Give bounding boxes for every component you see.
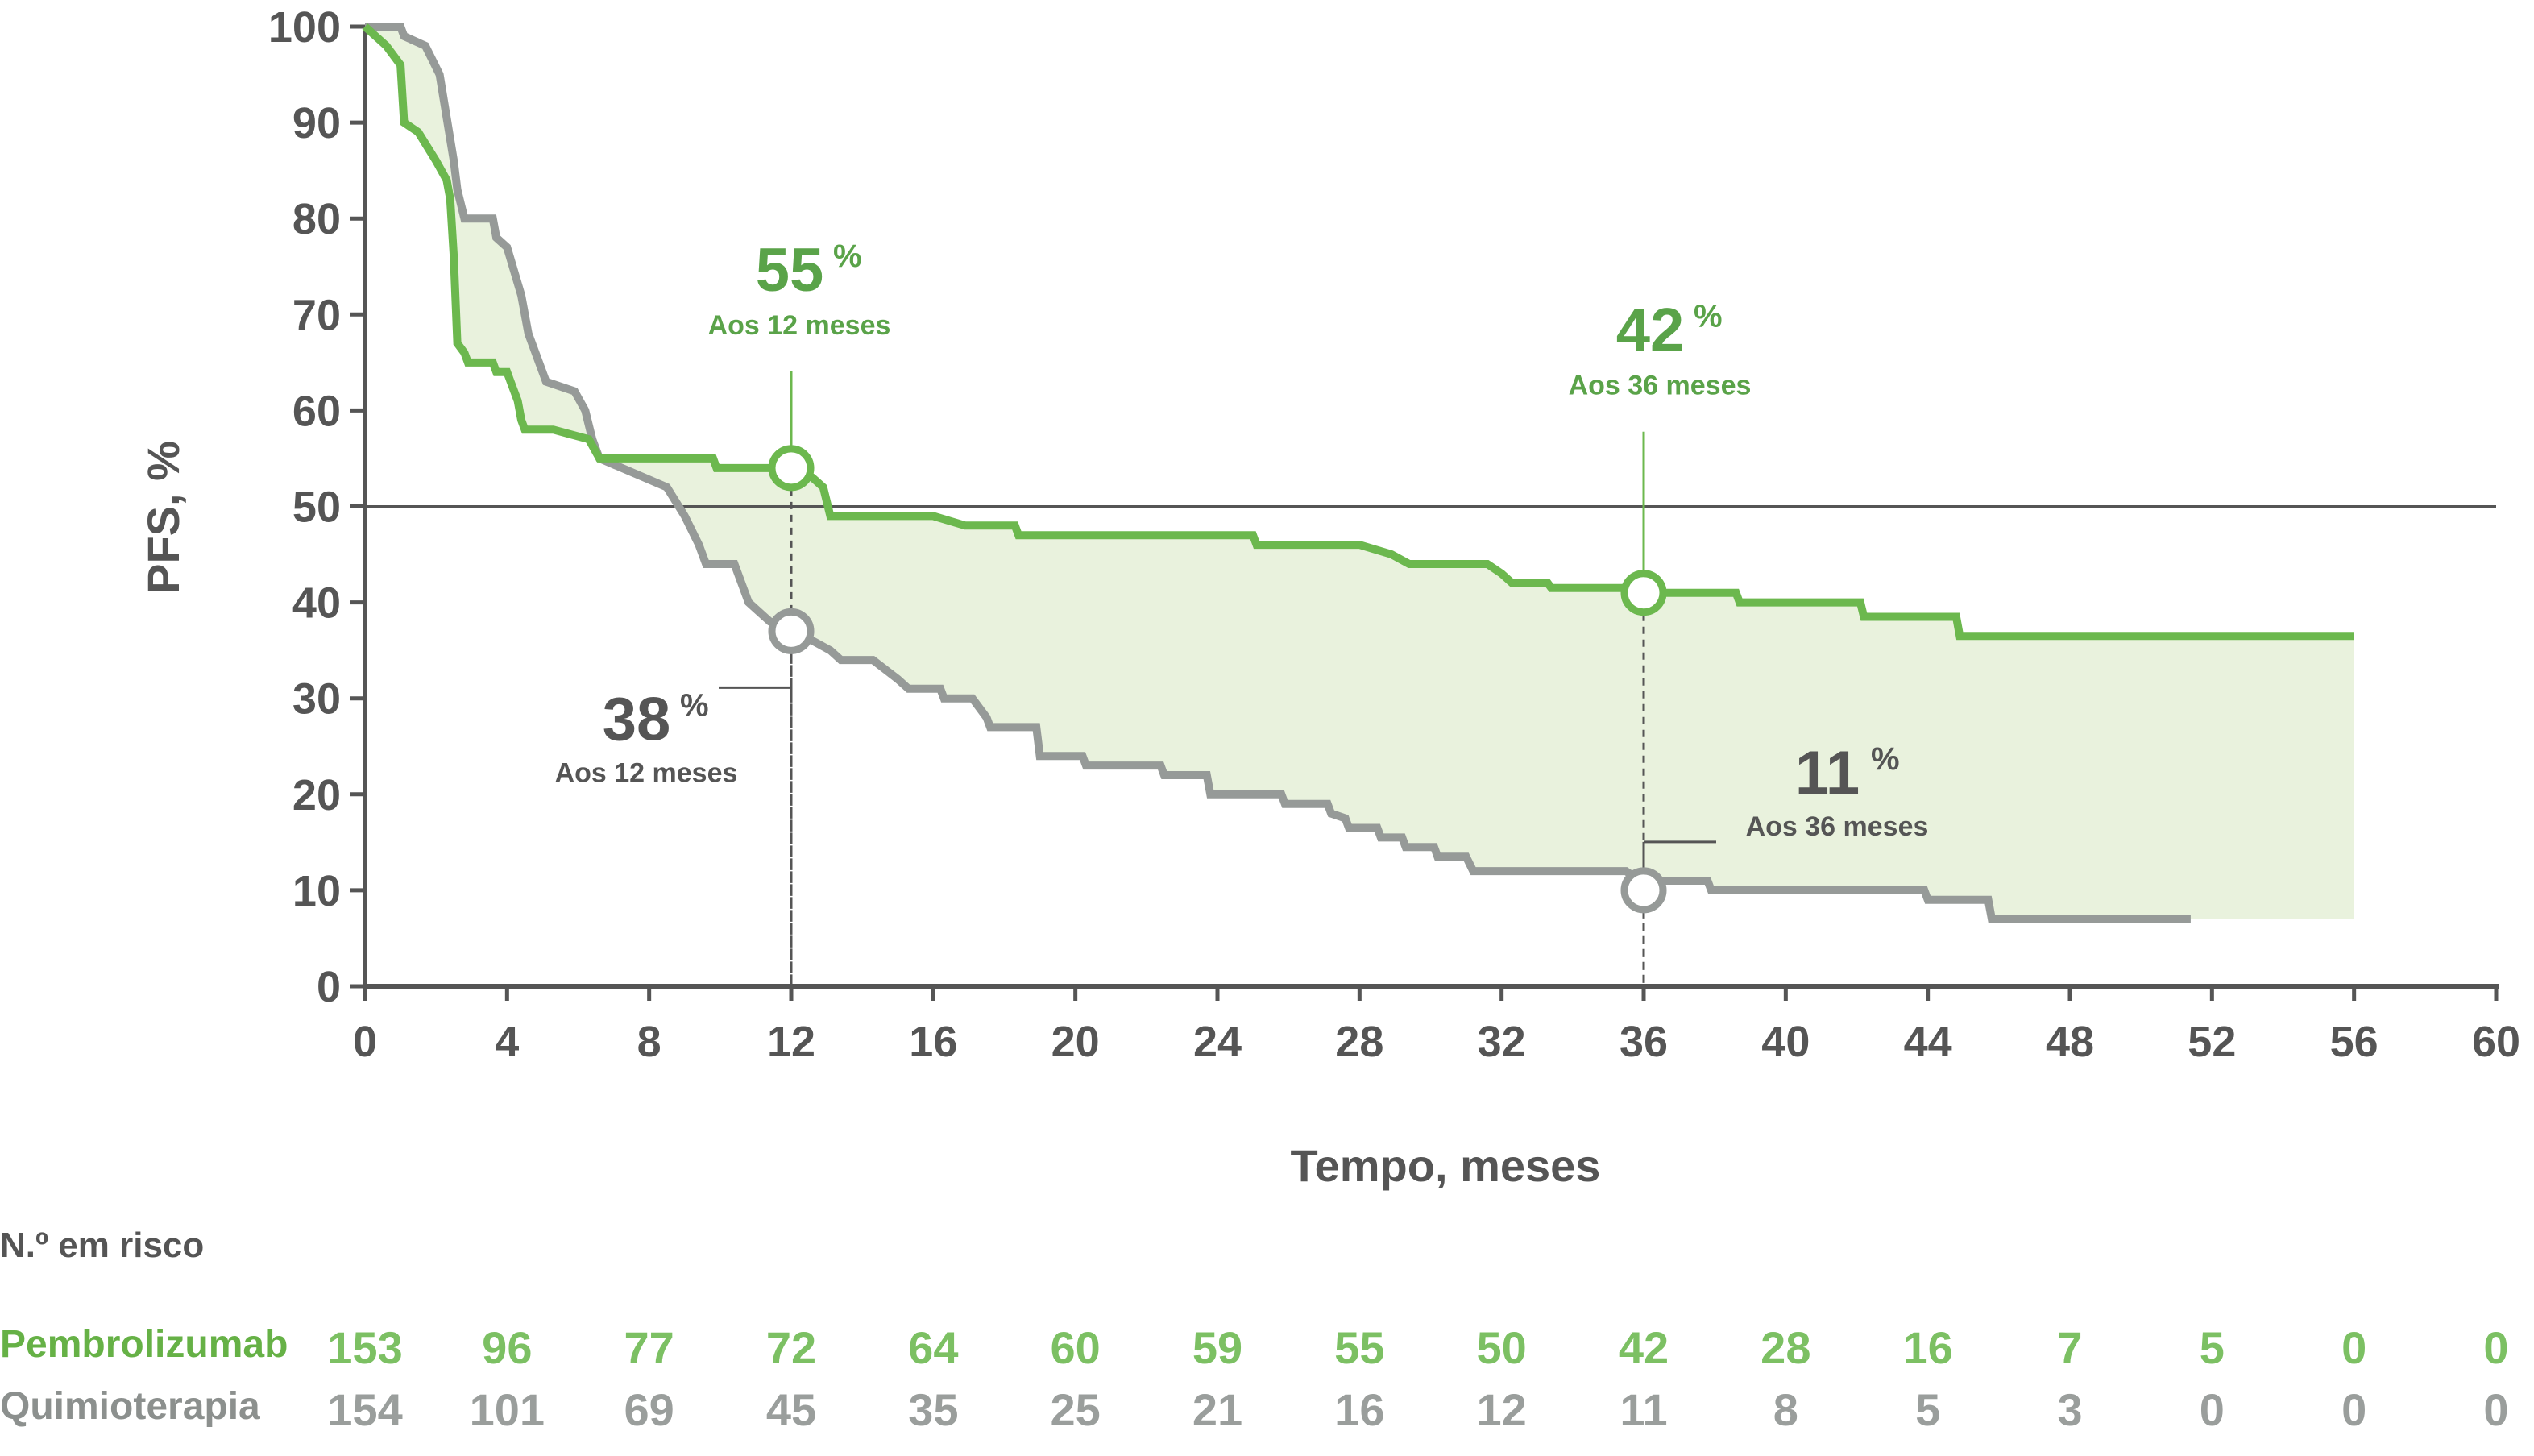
annotation-caption: Aos 12 meses	[555, 757, 738, 788]
y-tick-label: 100	[268, 3, 341, 52]
risk-row-label: Quimioterapia	[0, 1385, 260, 1428]
x-tick-label: 4	[495, 1018, 519, 1066]
x-tick-label: 56	[2330, 1018, 2378, 1066]
risk-value: 12	[1477, 1384, 1527, 1435]
risk-value: 59	[1192, 1322, 1242, 1373]
x-tick-label: 20	[1051, 1018, 1100, 1066]
risk-value: 28	[1761, 1322, 1810, 1373]
y-tick-label: 60	[292, 387, 341, 435]
risk-value: 25	[1051, 1384, 1101, 1435]
number-at-risk-title: N.º em risco	[0, 1226, 204, 1265]
risk-value: 16	[1903, 1322, 1953, 1373]
y-tick-label: 30	[292, 675, 341, 724]
risk-value: 0	[2341, 1322, 2366, 1373]
risk-value: 0	[2200, 1384, 2225, 1435]
risk-value: 5	[2200, 1322, 2225, 1373]
annotation-caption: Aos 12 meses	[708, 310, 891, 341]
y-tick-label: 0	[317, 963, 341, 1011]
annotation-value: 38	[603, 685, 671, 753]
x-tick-label: 40	[1761, 1018, 1810, 1066]
x-tick-label: 24	[1193, 1018, 1242, 1066]
annotation-value: 55	[756, 236, 824, 305]
y-tick-label: 10	[292, 867, 341, 915]
area-between-curves	[365, 27, 2354, 919]
risk-value: 69	[624, 1384, 674, 1435]
annotation-unit: %	[680, 687, 709, 723]
y-tick-label: 50	[292, 483, 341, 532]
annotation-marker	[1620, 867, 1667, 914]
risk-value: 21	[1192, 1384, 1242, 1435]
risk-value: 72	[766, 1322, 816, 1373]
x-tick-label: 12	[767, 1018, 815, 1066]
x-tick-label: 28	[1335, 1018, 1383, 1066]
risk-value: 11	[1620, 1384, 1667, 1435]
risk-value: 0	[2483, 1322, 2508, 1373]
risk-value: 77	[624, 1322, 674, 1373]
y-tick-label: 70	[292, 291, 341, 339]
risk-value: 101	[470, 1384, 545, 1435]
risk-value: 96	[482, 1322, 532, 1373]
risk-value: 55	[1334, 1322, 1384, 1373]
x-tick-label: 60	[2472, 1018, 2520, 1066]
series-line-quimioterapia	[365, 23, 2191, 923]
annotation-caption: Aos 36 meses	[1746, 811, 1929, 842]
shaded-area	[365, 27, 2354, 919]
x-tick-label: 16	[909, 1018, 957, 1066]
risk-value: 0	[2341, 1384, 2366, 1435]
annotation-unit: %	[1871, 741, 1900, 777]
risk-value: 60	[1051, 1322, 1101, 1373]
x-tick-label: 36	[1620, 1018, 1668, 1066]
risk-value: 153	[327, 1322, 402, 1373]
annotation-unit: %	[1694, 299, 1723, 334]
x-tick-label: 48	[2046, 1018, 2094, 1066]
annotation-marker	[768, 608, 815, 654]
x-tick-label: 52	[2188, 1018, 2236, 1066]
x-tick-label: 32	[1478, 1018, 1526, 1066]
risk-row-label: Pembrolizumab	[0, 1323, 288, 1366]
x-tick-label: 0	[353, 1018, 377, 1066]
x-tick-label: 44	[1904, 1018, 1952, 1066]
y-tick-label: 40	[292, 579, 341, 628]
y-tick-label: 90	[292, 99, 341, 147]
risk-value: 16	[1334, 1384, 1384, 1435]
risk-value: 45	[766, 1384, 816, 1435]
risk-value: 0	[2483, 1384, 2508, 1435]
risk-value: 42	[1619, 1322, 1669, 1373]
x-axis-label: Tempo, meses	[1291, 1140, 1601, 1191]
x-tick-label: 8	[637, 1018, 661, 1066]
risk-value: 5	[1915, 1384, 1940, 1435]
annotation-unit: %	[833, 239, 862, 274]
risk-value: 154	[327, 1384, 402, 1435]
risk-value: 35	[908, 1384, 958, 1435]
y-tick-label: 80	[292, 195, 341, 243]
annotation-value: 11	[1795, 739, 1860, 807]
risk-value: 7	[2057, 1322, 2082, 1373]
risk-value: 50	[1477, 1322, 1527, 1373]
annotation-caption: Aos 36 meses	[1569, 371, 1752, 401]
annotation-marker	[768, 445, 815, 492]
number-at-risk-table: Pembrolizumab 153 96 77 72 64 60 59 55 50 42 28 16 7 5…	[0, 1322, 2509, 1435]
risk-value: 3	[2057, 1384, 2082, 1435]
y-axis-label: PFS, %	[138, 441, 189, 594]
y-tick-label: 20	[292, 771, 341, 819]
risk-value: 64	[908, 1322, 958, 1373]
risk-value: 8	[1773, 1384, 1798, 1435]
annotation-marker	[1620, 570, 1667, 616]
series-line-pembrolizumab	[362, 23, 2354, 641]
annotation-value: 42	[1616, 297, 1685, 365]
annotations: 55 % Aos 12 meses 42 % Aos 36 meses 38 % Aos 12 …	[555, 236, 1929, 986]
